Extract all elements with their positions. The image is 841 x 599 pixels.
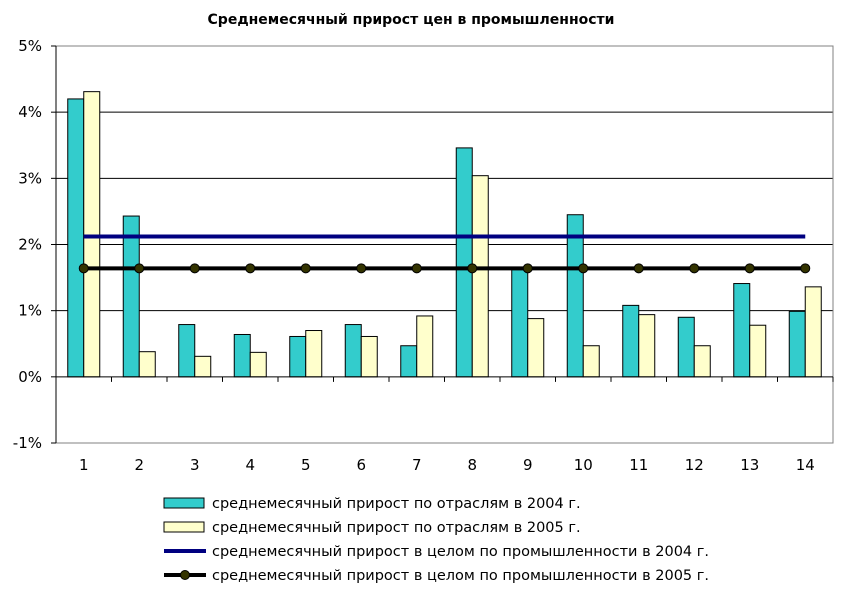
bar-s2-5 [305,330,323,378]
line-marker-2-2 [134,263,145,274]
line-marker-2-14 [800,263,811,274]
legend-label-1: среднемесячный прирост по отраслям в 200… [212,496,581,512]
bar-s2-13 [749,324,767,378]
bar-s2-1 [83,91,101,378]
line-marker-2-3 [189,263,200,274]
legend-swatch-1 [163,497,205,509]
y-tick-label-3: 2% [18,236,42,254]
tick-labels: -1%0%1%2%3%4%5%1 2 3 4 5 6 7 8 9 10 11 12 13 14 [13,37,815,474]
axes [51,45,834,444]
line-marker-2-12 [689,263,700,274]
x-tick-label-7: 7 [412,456,422,474]
x-tick-label-5: 5 [301,456,311,474]
x-tick-label-8: 8 [467,456,477,474]
gridlines [56,45,833,312]
bars [67,91,822,378]
bar-s2-10 [582,345,600,378]
y-tick-label-6: 5% [18,37,42,55]
legend-label-3: среднемесячный прирост в целом по промыш… [212,544,709,560]
line-marker-2-4 [245,263,256,274]
line-marker-2-8 [467,263,478,274]
chart-title: Среднемесячный прирост цен в промышленно… [208,12,615,28]
legend-swatch-2 [163,521,205,533]
bar-s1-7 [400,345,418,378]
x-tick-label-12: 12 [685,456,704,474]
line-marker-2-1 [78,263,89,274]
x-tick-label-4: 4 [245,456,255,474]
bar-s1-13 [733,283,751,378]
x-tick-label-14: 14 [796,456,815,474]
bar-s1-1 [67,98,85,378]
bar-s2-14 [804,286,822,378]
bar-s2-3 [194,355,212,378]
bar-s1-8 [455,147,473,378]
bar-s1-3 [178,324,196,378]
y-tick-label-5: 4% [18,103,42,121]
bar-s1-11 [622,304,640,378]
bar-s1-12 [677,316,695,378]
bar-s2-8 [471,175,489,378]
line-marker-2-11 [633,263,644,274]
y-tick-label-0: -1% [13,434,42,452]
line-marker-2-9 [522,263,533,274]
legend-label-4: среднемесячный прирост в целом по промыш… [212,568,709,584]
bar-s2-11 [638,314,656,378]
bar-s2-12 [693,345,711,378]
bar-s1-6 [344,324,362,378]
bar-s1-14 [788,310,806,378]
y-tick-label-1: 0% [18,368,42,386]
x-tick-label-3: 3 [190,456,200,474]
legend: среднемесячный прирост по отраслям в 200… [163,496,709,584]
line-marker-2-13 [744,263,755,274]
x-tick-label-9: 9 [523,456,533,474]
bar-s1-5 [289,335,307,378]
y-tick-label-2: 1% [18,302,42,320]
bar-s1-9 [511,269,529,378]
bar-s2-9 [527,318,545,378]
bar-s2-7 [416,315,434,378]
line-marker-2-6 [356,263,367,274]
bar-s2-6 [360,335,378,378]
bar-s2-4 [249,351,267,378]
line-marker-2-10 [578,263,589,274]
line-marker-2-7 [411,263,422,274]
series-lines [78,234,811,274]
x-tick-label-11: 11 [629,456,648,474]
bar-s2-2 [138,351,156,378]
y-tick-label-4: 3% [18,169,42,187]
line-marker-2-5 [300,263,311,274]
x-tick-label-1: 1 [79,456,89,474]
bar-s1-2 [122,215,140,378]
bar-s1-4 [233,333,251,378]
x-tick-label-10: 10 [574,456,593,474]
legend-marker-4 [180,570,190,580]
legend-label-2: среднемесячный прирост по отраслям в 200… [212,520,581,536]
x-tick-label-13: 13 [740,456,759,474]
x-tick-label-2: 2 [134,456,144,474]
x-tick-label-6: 6 [356,456,366,474]
bar-s1-10 [566,214,584,378]
